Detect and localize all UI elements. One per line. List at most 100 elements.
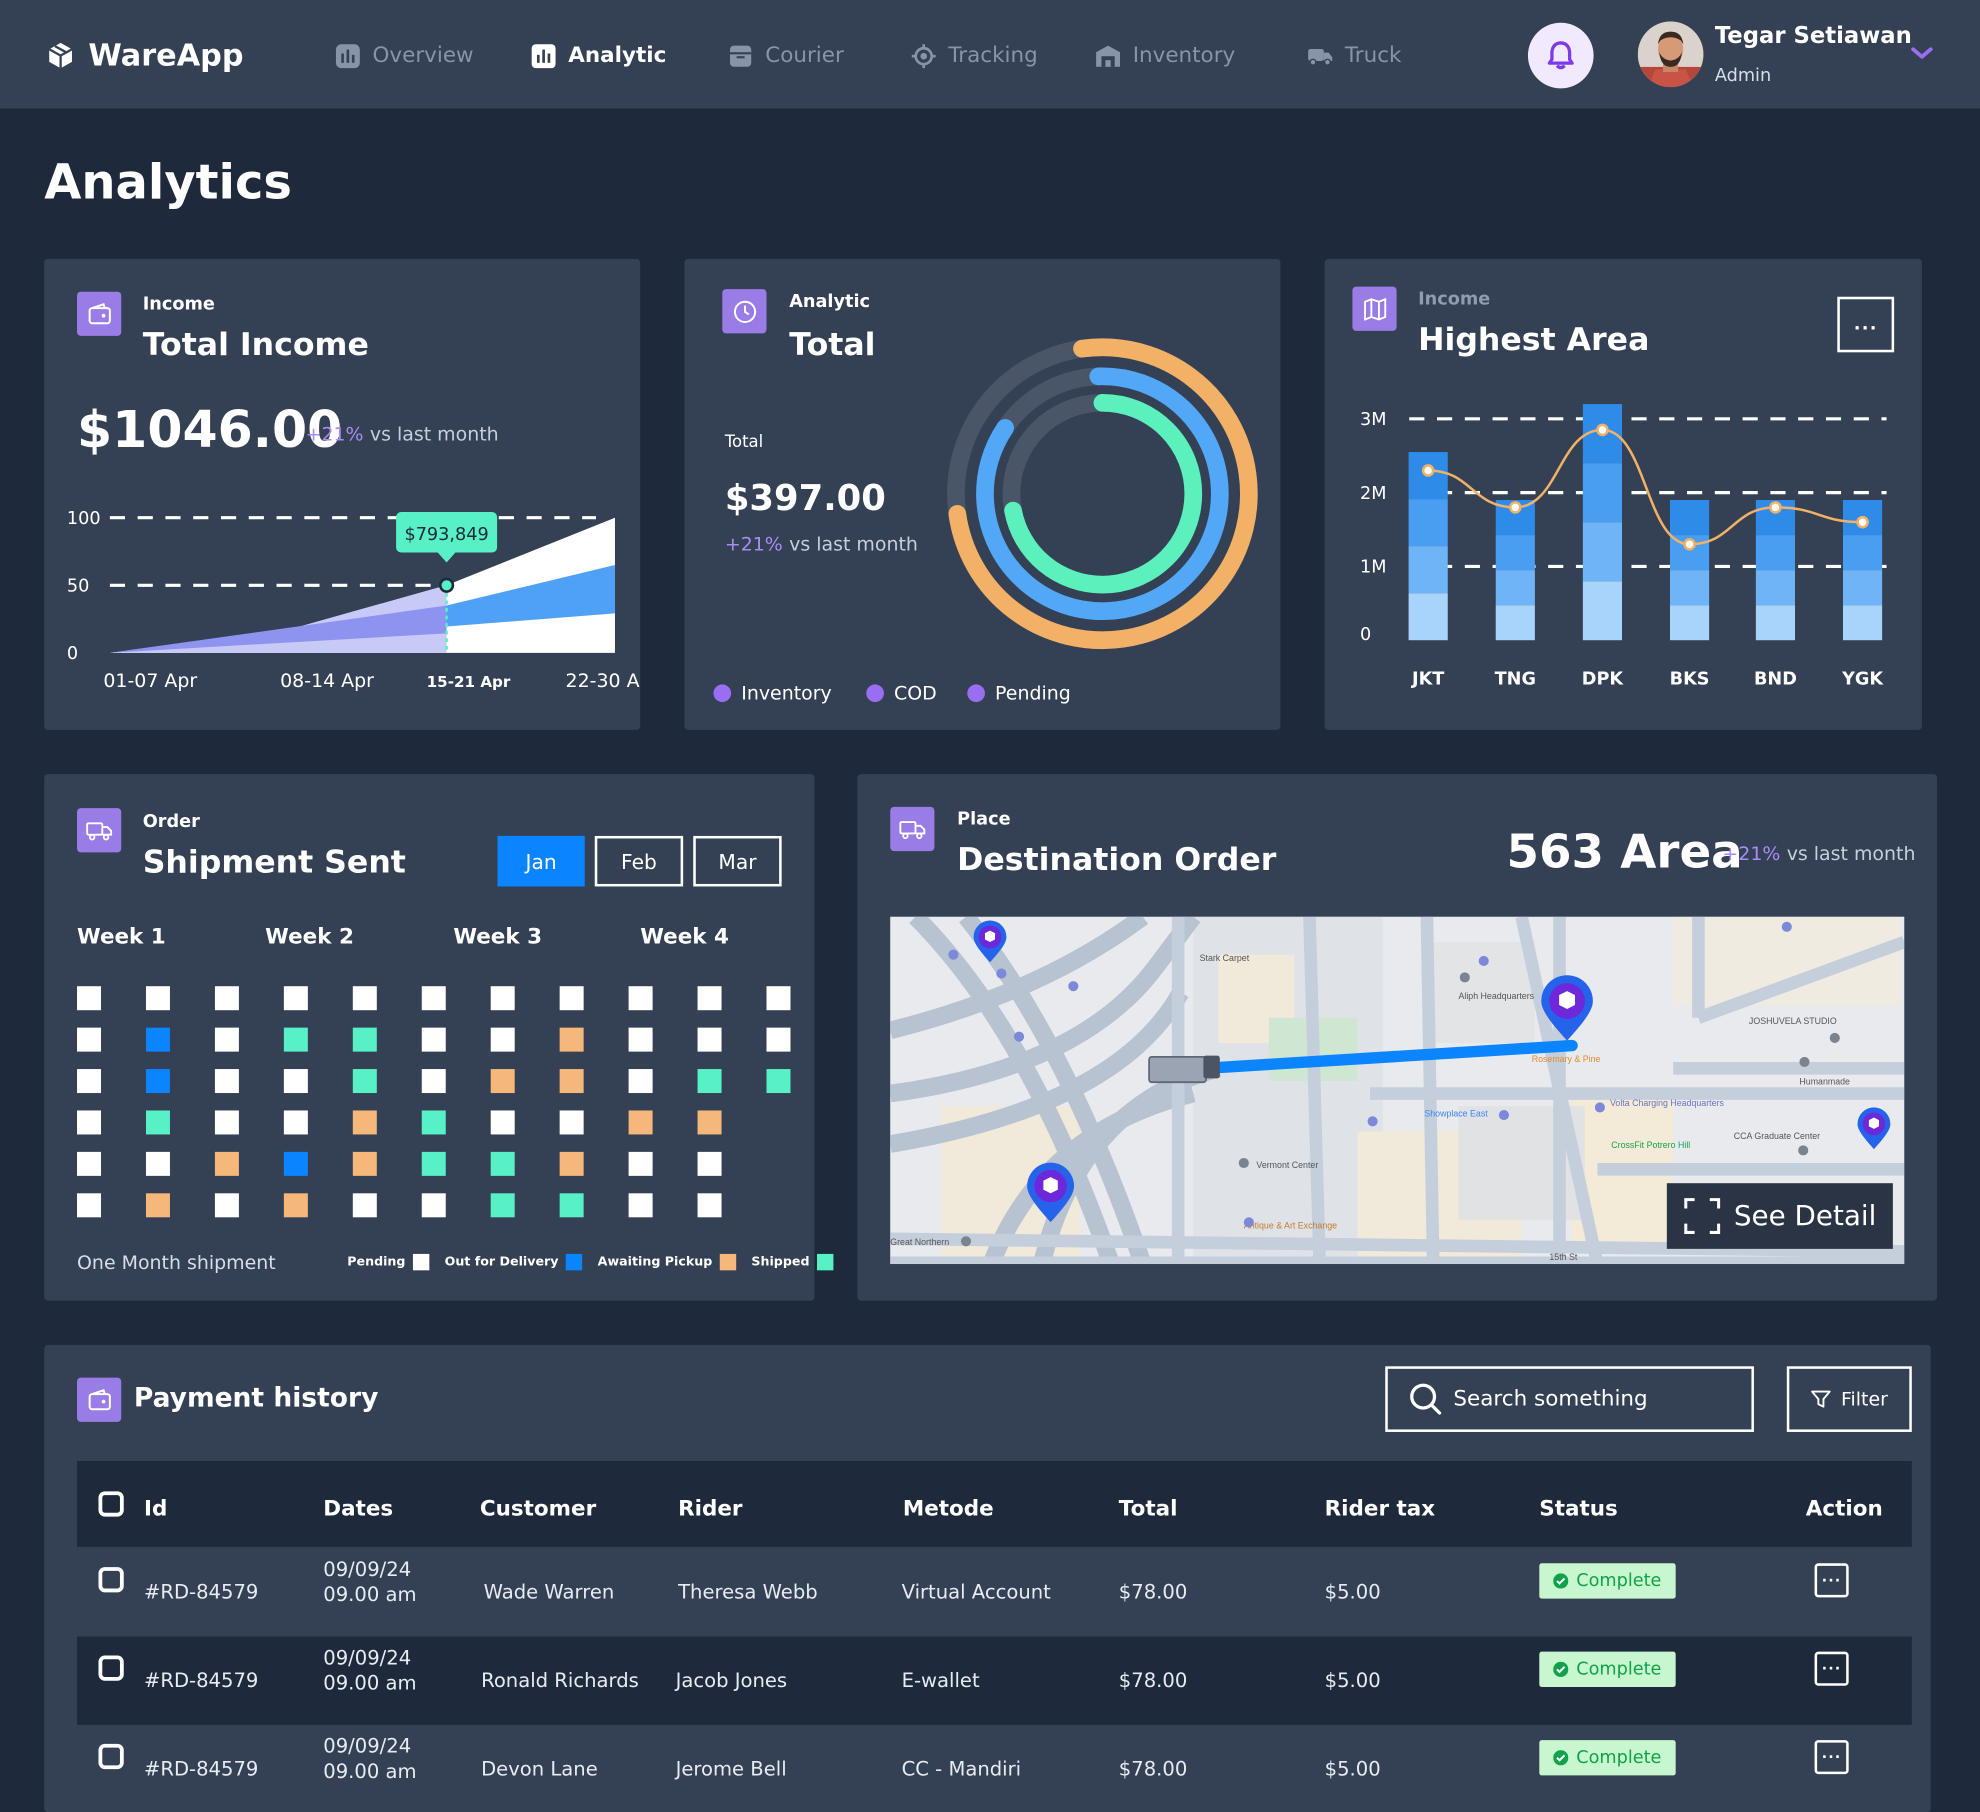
heatmap-cell-shipped <box>490 1151 515 1176</box>
legend-inventory: Inventory <box>713 682 832 705</box>
legend-label: Pending <box>347 1255 406 1270</box>
heatmap-cell-pending <box>628 1027 653 1052</box>
y-tick-label: 3M <box>1360 410 1386 430</box>
y-tick-label: 1M <box>1360 558 1386 578</box>
column-header-status[interactable]: Status <box>1539 1496 1618 1522</box>
row-checkbox[interactable] <box>98 1655 124 1681</box>
income-amount: $1046.00 <box>77 401 343 460</box>
brand-logo[interactable]: WareApp <box>45 35 244 75</box>
column-header-rider-tax[interactable]: Rider tax <box>1324 1496 1436 1522</box>
heatmap-cell-awaiting-pickup <box>559 1151 584 1176</box>
avatar[interactable] <box>1637 21 1704 88</box>
nav-label: Truck <box>1344 42 1402 69</box>
month-tab-jan[interactable]: Jan <box>497 835 585 887</box>
trend-point <box>1508 501 1522 514</box>
nav-item-courier[interactable]: Courier <box>727 38 844 73</box>
svg-text:Aliph Headquarters: Aliph Headquarters <box>1458 991 1534 1001</box>
user-menu-chevron[interactable] <box>1909 43 1934 67</box>
heatmap-cell-shipped <box>559 1193 584 1218</box>
y-tick-label: 100 <box>67 509 101 529</box>
svg-text:Great Northern: Great Northern <box>890 1237 949 1247</box>
heatmap-cell-pending <box>214 1027 239 1052</box>
heatmap-legend: Pending Out for Delivery Awaiting Pickup… <box>347 1253 834 1271</box>
status-label: Complete <box>1576 1747 1662 1768</box>
payment-title: Payment history <box>133 1382 379 1414</box>
tooltip-box <box>396 512 498 553</box>
svg-text:Antique & Art Exchange: Antique & Art Exchange <box>1244 1221 1337 1231</box>
notification-button[interactable] <box>1527 22 1594 89</box>
search-input[interactable]: Search something <box>1385 1366 1754 1432</box>
row-action-button[interactable]: ··· <box>1814 1740 1849 1775</box>
select-all-checkbox[interactable] <box>98 1491 124 1517</box>
bar-chart-icon <box>335 43 360 68</box>
legend-label: Awaiting Pickup <box>597 1255 713 1270</box>
bar-tng <box>1495 535 1535 571</box>
heatmap-cell-pending <box>766 1027 791 1052</box>
user-name: Tegar Setiawan <box>1714 22 1912 50</box>
heatmap-cell-pending <box>145 986 170 1011</box>
shipment-heatmap <box>77 986 791 1218</box>
more-options-button[interactable]: ... <box>1837 296 1895 353</box>
cell-total: $78.00 <box>1118 1580 1188 1604</box>
row-action-button[interactable]: ··· <box>1814 1651 1849 1686</box>
status-badge: Complete <box>1539 1651 1676 1688</box>
svg-text:Vermont Center: Vermont Center <box>1256 1160 1318 1170</box>
map-pin-icon[interactable] <box>972 920 1007 969</box>
see-detail-button[interactable]: See Detail <box>1666 1183 1893 1249</box>
heatmap-cell-pending <box>421 1193 446 1218</box>
bar-bnd <box>1755 605 1796 641</box>
bar-ygk <box>1842 605 1883 641</box>
heatmap-cell-pending <box>214 1193 239 1218</box>
heatmap-cell-pending <box>697 986 722 1011</box>
nav-item-tracking[interactable]: Tracking <box>910 38 1038 73</box>
area-bar-chart: 0 1M 2M 3M JKT TNG DPK BKS BND YGK <box>1360 404 1887 689</box>
heatmap-cell-pending <box>214 1069 239 1094</box>
column-header-dates[interactable]: Dates <box>323 1496 394 1522</box>
cell-rider: Jerome Bell <box>675 1757 787 1781</box>
delivery-truck-icon <box>77 808 122 853</box>
income-change: +21% vs last month <box>306 423 499 446</box>
map-pin-icon[interactable] <box>1856 1107 1891 1155</box>
legend-swatch-shipped <box>817 1253 834 1271</box>
row-checkbox[interactable] <box>98 1567 124 1593</box>
nav-item-inventory[interactable]: Inventory <box>1095 38 1235 73</box>
destination-title: Destination Order <box>957 840 1277 878</box>
month-tab-mar[interactable]: Mar <box>693 835 782 887</box>
heatmap-cell-shipped <box>421 1151 446 1176</box>
nav-item-overview[interactable]: Overview <box>335 38 474 73</box>
column-header-metode[interactable]: Metode <box>902 1496 994 1522</box>
legend-label: Pending <box>995 681 1071 705</box>
destination-pin-icon[interactable] <box>1539 975 1595 1048</box>
heatmap-cell-out-for-delivery <box>145 1069 170 1094</box>
column-header-id[interactable]: Id <box>143 1496 168 1522</box>
map-pin-icon[interactable] <box>1025 1162 1076 1230</box>
heatmap-cell-pending <box>559 1110 584 1135</box>
nav-label: Inventory <box>1132 42 1236 69</box>
income-change-percent: +21% <box>305 423 364 446</box>
nav-item-truck[interactable]: Truck <box>1307 38 1402 73</box>
nav-item-analytic[interactable]: Analytic <box>530 38 666 73</box>
row-action-button[interactable]: ··· <box>1814 1563 1849 1598</box>
week-label: Week 1 <box>77 924 166 950</box>
trend-point <box>1596 423 1609 437</box>
legend-label: Shipped <box>751 1255 810 1270</box>
x-tick-label: TNG <box>1495 669 1536 689</box>
column-header-customer[interactable]: Customer <box>479 1496 597 1522</box>
destination-area-count: 563 Area <box>1506 824 1743 879</box>
filter-label: Filter <box>1840 1387 1888 1411</box>
filter-button[interactable]: Filter <box>1786 1366 1912 1432</box>
heatmap-cell-pending <box>628 1151 653 1176</box>
row-checkbox[interactable] <box>98 1743 124 1770</box>
svg-text:Volta Charging Headquarters: Volta Charging Headquarters <box>1610 1098 1724 1108</box>
check-shield-icon <box>1553 1750 1569 1766</box>
column-header-total[interactable]: Total <box>1118 1496 1178 1522</box>
cell-date: 09/09/24 <box>323 1646 412 1670</box>
map-icon <box>1352 286 1397 331</box>
analytic-change-text: vs last month <box>789 532 918 556</box>
heatmap-cell-pending <box>214 986 239 1011</box>
legend-dot <box>967 684 985 703</box>
cell-id: #RD-84579 <box>143 1669 259 1693</box>
column-header-rider[interactable]: Rider <box>678 1496 743 1522</box>
month-tab-feb[interactable]: Feb <box>594 835 684 887</box>
check-shield-icon <box>1553 1573 1569 1589</box>
